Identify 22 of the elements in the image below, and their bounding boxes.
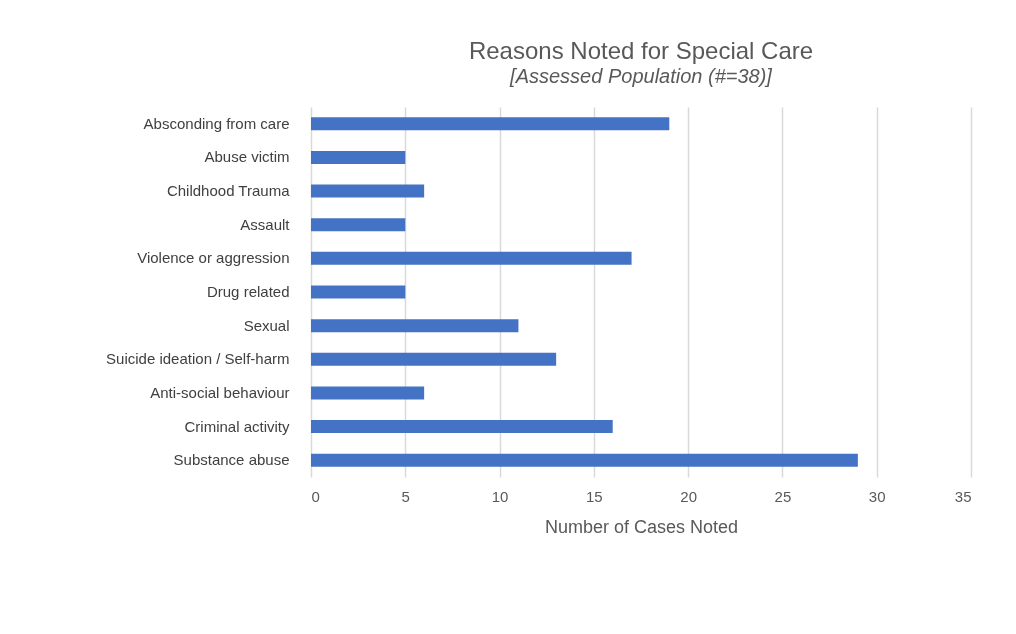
y-tick-label: Childhood Trauma: [166, 182, 291, 200]
x-tick-label: 5: [401, 487, 410, 505]
y-tick-label: Anti-social behaviour: [150, 383, 290, 401]
x-tick-label: 30: [868, 487, 886, 505]
x-tick-label: 15: [586, 487, 603, 505]
x-tick-label: 35: [954, 487, 972, 505]
x-tick-label: 20: [680, 487, 697, 505]
y-tick-label: Suicide ideation / Self-harm: [106, 350, 290, 368]
y-tick-label: Violence or aggression: [137, 249, 290, 267]
x-tick-label: 0: [311, 487, 320, 505]
y-tick-label: Drug related: [206, 283, 290, 300]
y-tick-label: Sexual: [243, 316, 290, 334]
chart-title: Reasons Noted for Special Care: [468, 37, 814, 64]
y-tick-label: Abuse victim: [204, 148, 290, 166]
y-tick-label: Assault: [240, 215, 291, 233]
x-tick-label: 10: [491, 487, 509, 505]
x-axis-title: Number of Cases Noted: [544, 516, 739, 537]
y-tick-label: Criminal activity: [184, 417, 290, 435]
y-tick-label: Absconding from care: [143, 114, 290, 132]
chart-subtitle: [Assessed Population (#=38)]: [509, 65, 773, 87]
x-tick-label: 25: [774, 487, 792, 505]
y-tick-label: Substance abuse: [173, 451, 290, 469]
